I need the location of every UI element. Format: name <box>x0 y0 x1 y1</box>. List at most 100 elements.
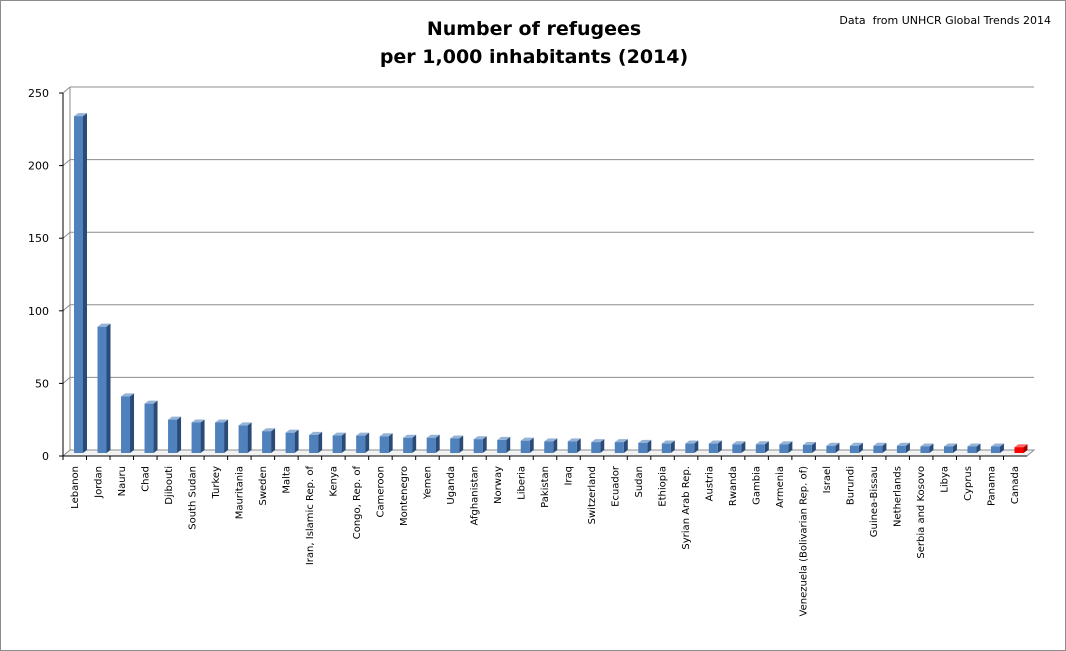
bar-9 <box>285 429 299 453</box>
bar-40 <box>1014 444 1028 453</box>
bar-face-30 <box>779 444 789 453</box>
bar-side-17 <box>482 436 487 453</box>
bar-top-2 <box>121 393 135 397</box>
x-tick-label-35: Netherlands <box>893 466 904 527</box>
label-layer: 0 50 100 150 200 250 Lebanon Jordan Nauru Chad Dji… <box>28 87 1021 616</box>
bar-side-6 <box>224 419 229 453</box>
x-tick-label-16: Uganda <box>446 466 457 505</box>
bar-side-39 <box>999 443 1004 453</box>
bar-side-13 <box>388 433 393 453</box>
bar-layer <box>74 113 1028 454</box>
bar-top-36 <box>920 443 934 447</box>
bar-face-23 <box>614 442 624 453</box>
bar-20 <box>544 438 558 453</box>
bar-top-14 <box>403 434 417 438</box>
bar-top-17 <box>473 436 487 440</box>
x-tick-label-17: Afghanistan <box>469 466 480 526</box>
bar-31 <box>802 442 816 453</box>
bar-face-16 <box>450 438 460 453</box>
x-tick-label-22: Switzerland <box>587 466 598 524</box>
bar-top-7 <box>238 422 252 426</box>
bar-top-26 <box>685 440 699 444</box>
bar-face-32 <box>826 445 836 453</box>
bar-29 <box>755 441 769 453</box>
bar-side-32 <box>835 442 840 453</box>
bar-face-5 <box>191 422 201 453</box>
x-tick-label-9: Malta <box>281 466 292 494</box>
bar-face-1 <box>97 326 107 453</box>
bar-face-36 <box>920 446 930 453</box>
bar-side-37 <box>952 443 957 453</box>
x-tick-label-38: Cyprus <box>963 466 974 501</box>
bar-top-38 <box>967 443 981 447</box>
bar-18 <box>497 436 511 453</box>
bar-face-33 <box>849 445 859 453</box>
bar-top-11 <box>332 432 346 436</box>
bar-side-28 <box>741 441 746 453</box>
x-tick-label-8: Sweden <box>258 466 269 506</box>
x-tick-label-15: Yemen <box>422 466 433 500</box>
bar-side-7 <box>247 422 252 453</box>
bar-top-30 <box>779 441 793 445</box>
gridline-depth-5 <box>62 86 71 94</box>
bar-face-27 <box>708 443 718 453</box>
bar-top-3 <box>144 400 158 404</box>
bar-face-24 <box>638 442 648 453</box>
bar-11 <box>332 432 346 453</box>
x-tick-label-25: Ethiopia <box>658 466 669 507</box>
bar-3 <box>144 400 158 453</box>
x-tick-label-28: Rwanda <box>728 466 739 506</box>
y-tick-label-4: 200 <box>28 160 49 173</box>
bar-16 <box>450 435 464 453</box>
bar-face-40 <box>1014 447 1024 453</box>
x-tick-label-10: Iran, Islamic Rep. of <box>305 466 316 566</box>
bar-4 <box>168 416 182 453</box>
bar-side-40 <box>1023 444 1028 453</box>
x-tick-label-34: Guinea-Bissau <box>869 466 880 537</box>
x-tick-label-11: Kenya <box>328 466 339 497</box>
chart-title-line-2: per 1,000 inhabitants (2014) <box>379 46 689 68</box>
bar-top-4 <box>168 416 182 420</box>
x-tick-label-7: Mauritania <box>234 466 245 519</box>
bar-side-8 <box>271 428 276 453</box>
y-tick-label-5: 250 <box>28 87 49 100</box>
bar-face-19 <box>520 440 530 453</box>
bar-13 <box>379 433 393 453</box>
bar-top-16 <box>450 435 464 439</box>
bar-side-3 <box>153 400 158 453</box>
bar-face-14 <box>403 437 413 453</box>
bar-5 <box>191 419 205 453</box>
bar-8 <box>262 428 276 453</box>
bar-top-10 <box>309 431 323 435</box>
bar-side-34 <box>882 442 887 453</box>
bar-top-13 <box>379 433 393 437</box>
bar-side-20 <box>553 438 558 453</box>
bar-side-23 <box>623 439 628 453</box>
bar-side-14 <box>412 434 417 453</box>
y-tick-label-2: 100 <box>28 305 49 318</box>
bar-37 <box>943 443 957 453</box>
y-tick-label-3: 150 <box>28 232 49 245</box>
bar-face-12 <box>356 435 366 453</box>
x-tick-label-36: Serbia and Kosovo <box>916 466 927 559</box>
bar-top-22 <box>591 439 605 443</box>
bar-top-33 <box>849 442 863 446</box>
x-tick-label-20: Pakistan <box>540 466 551 508</box>
gridline-depth-3 <box>62 231 71 239</box>
bar-face-39 <box>990 446 1000 453</box>
bar-side-31 <box>811 442 816 453</box>
bar-face-28 <box>732 444 742 453</box>
bar-face-34 <box>873 445 883 453</box>
bar-39 <box>990 443 1004 453</box>
bar-face-38 <box>967 446 977 453</box>
bar-face-20 <box>544 441 554 453</box>
bar-24 <box>638 439 652 453</box>
bar-side-5 <box>200 419 205 453</box>
bar-top-9 <box>285 429 299 433</box>
bar-face-31 <box>802 445 812 453</box>
bar-face-9 <box>285 432 295 453</box>
bar-top-15 <box>426 434 440 438</box>
bar-face-29 <box>755 444 765 453</box>
bar-6 <box>215 419 229 453</box>
bar-face-2 <box>121 396 131 453</box>
